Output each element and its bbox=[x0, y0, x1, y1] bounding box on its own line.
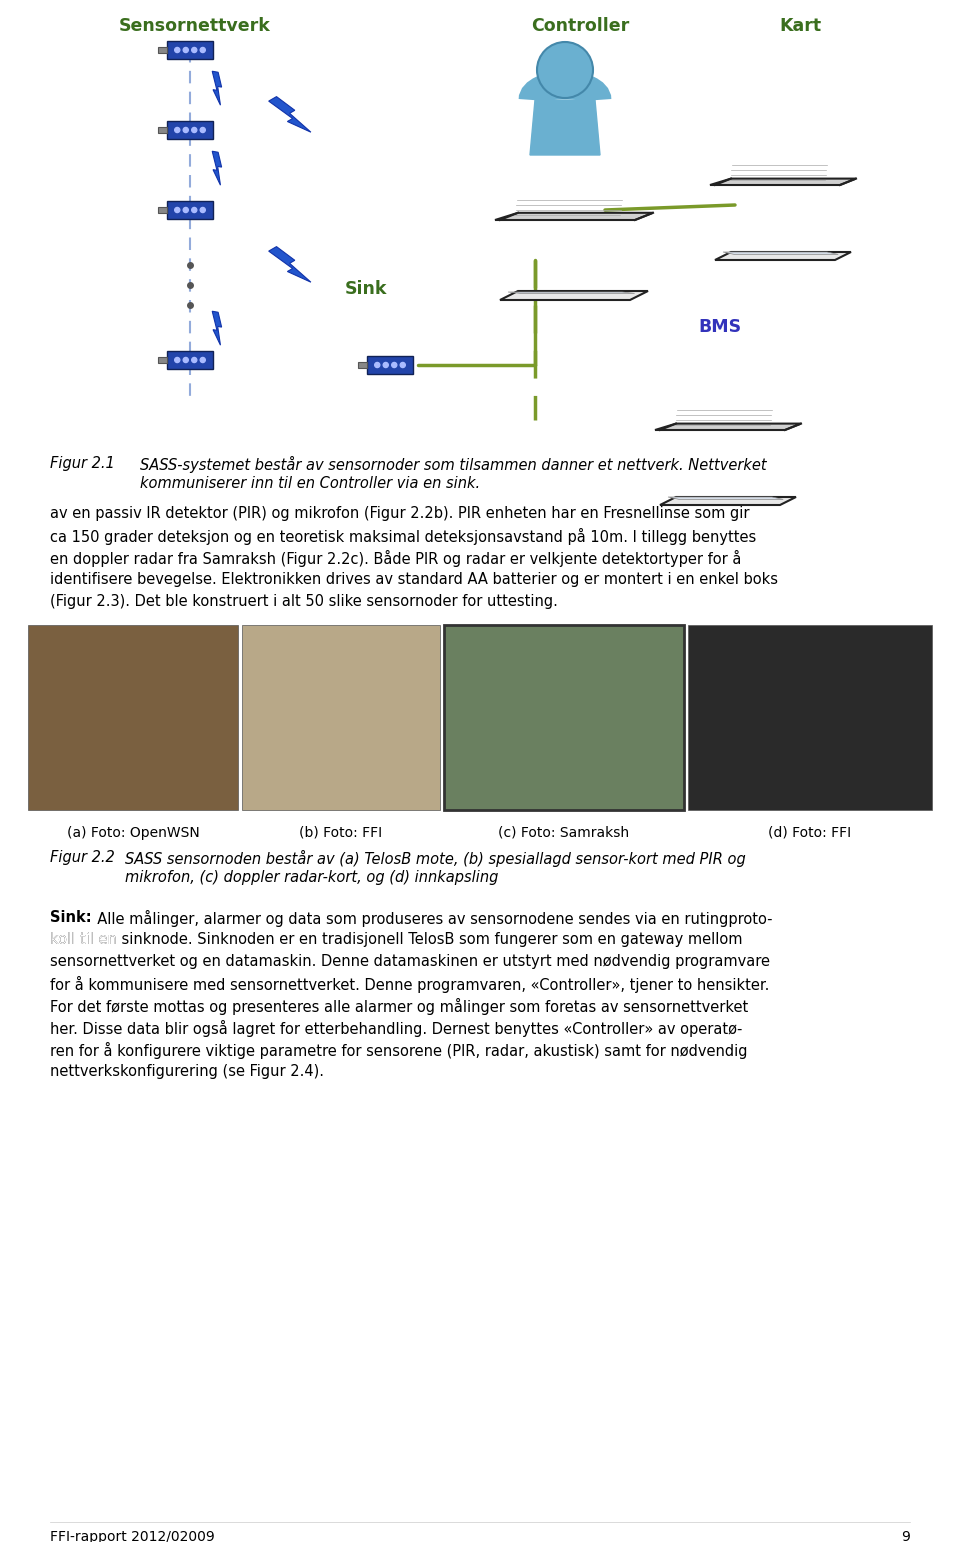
Circle shape bbox=[400, 362, 405, 367]
Bar bbox=[167, 200, 213, 219]
Bar bbox=[158, 126, 167, 134]
Bar bbox=[158, 356, 167, 364]
Bar bbox=[167, 120, 213, 139]
Polygon shape bbox=[710, 179, 856, 185]
Polygon shape bbox=[212, 311, 222, 345]
Circle shape bbox=[175, 48, 180, 52]
Polygon shape bbox=[723, 251, 838, 254]
Circle shape bbox=[175, 208, 180, 213]
Polygon shape bbox=[269, 247, 311, 282]
Polygon shape bbox=[715, 251, 851, 261]
Text: Figur 2.2: Figur 2.2 bbox=[50, 850, 115, 865]
Circle shape bbox=[192, 358, 197, 362]
Circle shape bbox=[537, 42, 593, 99]
Text: FFI-rapport 2012/02009: FFI-rapport 2012/02009 bbox=[50, 1530, 215, 1542]
Bar bbox=[158, 207, 167, 213]
Bar bbox=[167, 350, 213, 370]
Text: Controller: Controller bbox=[531, 17, 629, 35]
Circle shape bbox=[183, 208, 188, 213]
Text: her. Disse data blir også lagret for etterbehandling. Dernest benyttes «Controll: her. Disse data blir også lagret for ett… bbox=[50, 1019, 742, 1038]
Bar bbox=[158, 46, 167, 54]
Circle shape bbox=[383, 362, 388, 367]
Text: (b) Foto: FFI: (b) Foto: FFI bbox=[300, 827, 383, 840]
Text: for å kommunisere med sensornettverket. Denne programvaren, «Controller», tjener: for å kommunisere med sensornettverket. … bbox=[50, 976, 769, 993]
Polygon shape bbox=[655, 424, 801, 430]
Circle shape bbox=[192, 48, 197, 52]
Bar bbox=[242, 625, 440, 810]
Text: (a) Foto: OpenWSN: (a) Foto: OpenWSN bbox=[66, 827, 200, 840]
Text: BMS: BMS bbox=[699, 318, 741, 336]
Text: Sensornettverk: Sensornettverk bbox=[119, 17, 271, 35]
Text: (d) Foto: FFI: (d) Foto: FFI bbox=[768, 827, 852, 840]
Text: en doppler radar fra Samraksh (Figur 2.2c). Både PIR og radar er velkjente detek: en doppler radar fra Samraksh (Figur 2.2… bbox=[50, 550, 741, 567]
Text: Alle målinger, alarmer og data som produseres av sensornodene sendes via en ruti: Alle målinger, alarmer og data som produ… bbox=[88, 910, 773, 927]
Polygon shape bbox=[500, 291, 648, 301]
Text: sensornettverket og en datamaskin. Denne datamaskinen er utstyrt med nødvendig p: sensornettverket og en datamaskin. Denne… bbox=[50, 954, 770, 968]
Circle shape bbox=[201, 358, 205, 362]
Bar bbox=[167, 40, 213, 59]
Bar bbox=[367, 356, 414, 375]
Bar bbox=[444, 625, 684, 810]
Polygon shape bbox=[668, 497, 783, 500]
Polygon shape bbox=[660, 497, 796, 504]
Text: Sink:: Sink: bbox=[50, 910, 91, 925]
Circle shape bbox=[374, 362, 380, 367]
Circle shape bbox=[201, 48, 205, 52]
Circle shape bbox=[175, 128, 180, 133]
Polygon shape bbox=[212, 151, 222, 185]
Text: (c) Foto: Samraksh: (c) Foto: Samraksh bbox=[498, 827, 630, 840]
Bar bbox=[28, 625, 238, 810]
Polygon shape bbox=[495, 213, 653, 221]
Text: koll til en sinknode. Sinknoden er en tradisjonell TelosB som fungerer som en ga: koll til en sinknode. Sinknoden er en tr… bbox=[50, 931, 742, 947]
Text: identifisere bevegelse. Elektronikken drives av standard AA batterier og er mont: identifisere bevegelse. Elektronikken dr… bbox=[50, 572, 778, 588]
Circle shape bbox=[175, 358, 180, 362]
Text: SASS sensornoden består av (a) TelosB mote, (b) spesiallagd sensor-kort med PIR : SASS sensornoden består av (a) TelosB mo… bbox=[125, 850, 746, 867]
Polygon shape bbox=[530, 100, 600, 156]
Circle shape bbox=[201, 128, 205, 133]
Circle shape bbox=[192, 128, 197, 133]
Text: For det første mottas og presenteres alle alarmer og målinger som foretas av sen: For det første mottas og presenteres all… bbox=[50, 998, 748, 1015]
Text: ren for å konfigurere viktige parametre for sensorene (PIR, radar, akustisk) sam: ren for å konfigurere viktige parametre … bbox=[50, 1042, 748, 1059]
Circle shape bbox=[392, 362, 396, 367]
Circle shape bbox=[183, 48, 188, 52]
Text: nettverkskonfigurering (se Figur 2.4).: nettverkskonfigurering (se Figur 2.4). bbox=[50, 1064, 324, 1079]
Circle shape bbox=[183, 128, 188, 133]
Bar bbox=[688, 625, 932, 810]
Text: Sink: Sink bbox=[345, 281, 388, 298]
Polygon shape bbox=[269, 97, 311, 133]
Circle shape bbox=[201, 208, 205, 213]
Bar bbox=[358, 362, 367, 369]
Circle shape bbox=[183, 358, 188, 362]
Text: 9: 9 bbox=[901, 1530, 910, 1542]
Text: Figur 2.1: Figur 2.1 bbox=[50, 456, 115, 470]
Text: koll til en: koll til en bbox=[50, 931, 122, 947]
Text: (Figur 2.3). Det ble konstruert i alt 50 slike sensornoder for uttesting.: (Figur 2.3). Det ble konstruert i alt 50… bbox=[50, 594, 558, 609]
Text: ca 150 grader deteksjon og en teoretisk maksimal deteksjonsavstand på 10m. I til: ca 150 grader deteksjon og en teoretisk … bbox=[50, 527, 756, 544]
Polygon shape bbox=[212, 71, 222, 105]
Text: av en passiv IR detektor (PIR) og mikrofon (Figur 2.2b). PIR enheten har en Fres: av en passiv IR detektor (PIR) og mikrof… bbox=[50, 506, 750, 521]
Text: mikrofon, (c) doppler radar-kort, og (d) innkapsling: mikrofon, (c) doppler radar-kort, og (d)… bbox=[125, 870, 498, 885]
Text: SASS-systemet består av sensornoder som tilsammen danner et nettverk. Nettverket: SASS-systemet består av sensornoder som … bbox=[140, 456, 767, 473]
Circle shape bbox=[192, 208, 197, 213]
Text: kommuniserer inn til en Controller via en sink.: kommuniserer inn til en Controller via e… bbox=[140, 476, 480, 490]
Text: Kart: Kart bbox=[779, 17, 821, 35]
